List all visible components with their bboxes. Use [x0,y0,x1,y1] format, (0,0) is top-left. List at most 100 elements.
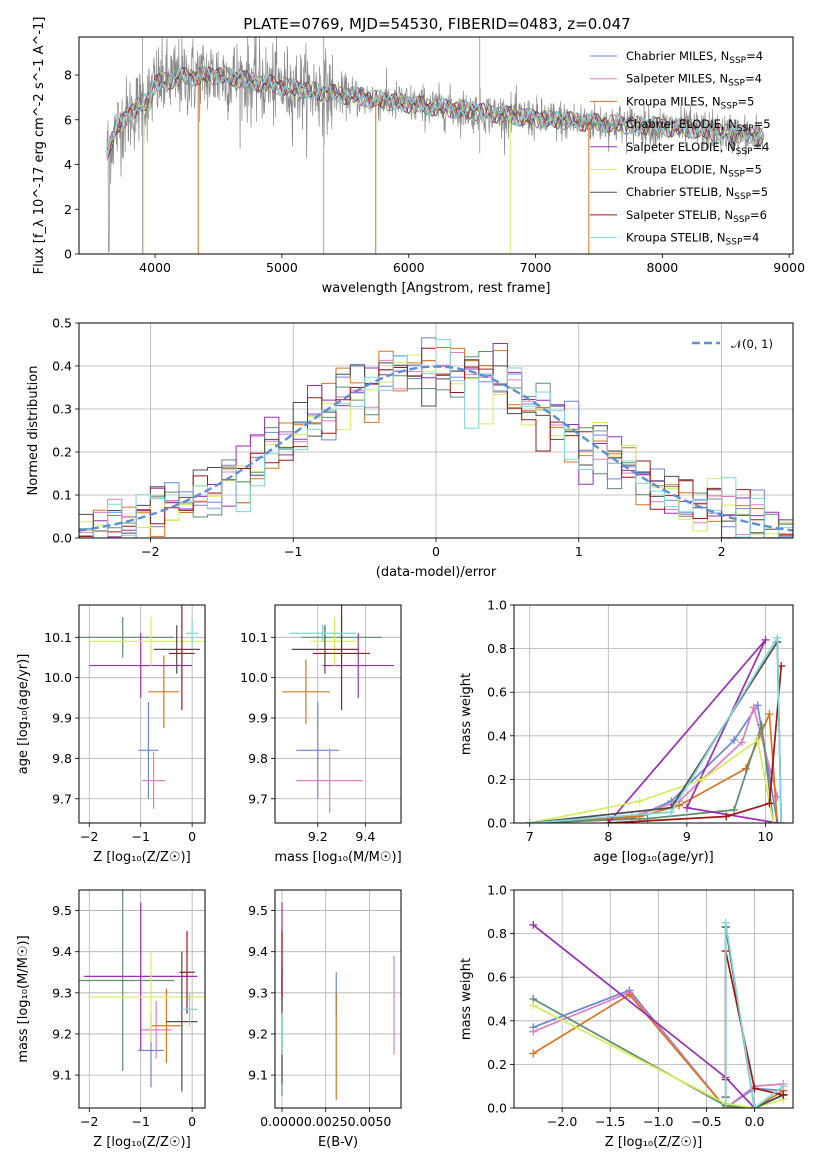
series-salpeter_stelib [604,662,786,823]
x-tick-label: 4000 [139,260,171,275]
legend-label-normal: 𝒩(0, 1) [731,337,773,351]
legend-label-kroupa_elodie: Kroupa ELODIE, NSSP=5 [626,163,762,180]
weight-line [532,991,784,1108]
plot-content [79,890,205,1092]
y-tick-label: 4 [64,157,72,172]
weight-marker [682,803,691,812]
y-tick-label: 9.5 [52,903,72,918]
axes-frame [78,36,794,255]
weight-marker [730,736,739,745]
x-axis-label: Z [log₁₀(Z/Z☉)] [93,850,190,865]
legend-sub: SSP [737,124,754,134]
plot-content [529,918,788,1108]
residuals-panel: −2 −1 0 1 2 0.0 0.1 0.2 0.3 0.4 0.5 (data-model)/er… [26,316,794,580]
ticks: 7 8 9 10 0.0 0.2 0.4 0.6 0.8 1.0 [487,598,773,845]
y-tick-label: 0.4 [487,1013,507,1028]
legend-suffix: =4 [746,49,763,63]
weight-marker [721,918,730,927]
y-axis-label: Normed distribution [26,366,41,496]
y-tick-label: 9.8 [52,751,72,766]
legend-suffix: =4 [745,72,762,86]
legend-sub: SSP [729,56,746,66]
x-axis-label: mass [log₁₀(M/M☉)] [274,850,401,865]
model-spectrum-kroupa_stelib [106,65,765,158]
errorbar-salpeter_stelib [313,605,371,710]
weight-line [607,639,778,823]
axes-frame [513,889,794,1109]
y-tick-label: 9.4 [248,944,268,959]
x-tick-label: 9.2 [308,829,328,844]
y-tick-label: 0.8 [487,641,507,656]
weight-line [529,713,779,823]
weight-marker [773,633,782,642]
errorbar-salpeter_stelib [169,605,195,710]
legend-suffix: =4 [742,231,759,245]
errorbar-kroupa_elodie [89,951,205,1043]
errorbar-salpeter_elodie [84,902,198,1051]
weight-marker [529,1001,538,1010]
weight-marker [635,797,644,806]
x-axis-label: Z [log₁₀(Z/Z☉)] [605,1135,702,1150]
x-tick-label: 8 [604,829,612,844]
x-tick-label: 7 [526,829,534,844]
spectrum-panel: PLATE=0769, MJD=54530, FIBERID=0483, z=0… [32,15,805,296]
ticks: 0.0000 0.0025 0.0050 9.1 9.2 9.3 9.4 9.5 [248,903,391,1129]
legend-sub: SSP [733,215,750,225]
x-tick-label: 2 [718,544,726,559]
y-tick-label: 0.4 [52,359,72,374]
weight-line [532,989,784,1108]
legend-suffix: =5 [745,163,762,177]
legend-suffix: =5 [754,117,771,131]
y-axis-label: Flux [f_λ 10^-17 erg cm^-2 s^-1 A^-1] [32,17,47,275]
y-tick-label: 9.2 [248,1026,268,1041]
y-tick-label: 0.1 [52,488,72,503]
grid-lines [79,890,205,1108]
y-tick-label: 9.4 [52,944,72,959]
x-tick-label: −2 [80,1114,98,1129]
x-tick-label: −2.0 [547,1114,577,1129]
ticks: −2.0 −1.5 −1.0 −0.5 0.0 0.0 0.2 0.4 0.6 0.8 1.0 [487,883,764,1130]
y-tick-label: 0.0 [52,531,72,546]
axes-frame [78,322,794,539]
errorbar-kroupa_elodie [89,617,205,666]
weight-marker [750,1104,759,1108]
legend-name: Kroupa MILES, N [626,94,721,108]
x-tick-label: 8000 [646,260,678,275]
weight-marker [761,635,770,644]
errorbar-kroupa_stelib [289,625,356,642]
y-tick-label: 6 [64,112,72,127]
massweight-vs-z-panel: −2.0 −1.5 −1.0 −0.5 0.0 0.0 0.2 0.4 0.6 0.8 1.0 Z [… [459,883,794,1150]
x-tick-label: −1.0 [643,1114,673,1129]
weight-marker [625,990,634,999]
axes-frame [513,604,794,824]
y-tick-label: 9.7 [52,791,72,806]
y-tick-label: 9.9 [248,711,268,726]
errorbar-kroupa_miles [148,655,180,729]
plot-content [282,605,394,813]
errorbar-salpeter_stelib [179,931,195,1014]
legend-name: Kroupa STELIB, N [626,231,726,245]
legend-label-salpeter_miles: Salpeter MILES, NSSP=4 [626,72,762,89]
errorbar-salpeter_elodie [89,633,193,698]
plot-content [281,902,395,1100]
legend-label-salpeter_elodie: Salpeter ELODIE, NSSP=4 [626,140,769,157]
x-axis-label: age [log₁₀(age/yr)] [593,850,714,865]
legend-name: Chabrier ELODIE, N [626,117,737,131]
y-tick-label: 0.0 [487,816,507,831]
x-axis-label: wavelength [Angstrom, rest frame] [322,281,551,296]
age-vs-mass-panel: 9.2 9.4 9.7 9.8 9.9 10.0 10.1 mass [log₁₀(M/M☉)… [240,604,402,865]
weight-marker [698,775,707,784]
x-tick-label: 9.4 [355,829,375,844]
legend-sub: SSP [721,101,738,111]
weight-marker [529,1049,538,1058]
x-tick-label: −1 [284,544,302,559]
axes-frame [274,889,402,1109]
plot-content [106,37,765,254]
errorbar-chabrier_miles [296,701,340,799]
plot-content [79,605,205,809]
weight-line [532,993,784,1108]
errorbar-kroupa_miles [152,988,181,1063]
series-chabrier_stelib [525,638,786,823]
errorbar-salpeter_elodie [322,633,394,698]
y-axis-label: mass weight [459,958,474,1040]
